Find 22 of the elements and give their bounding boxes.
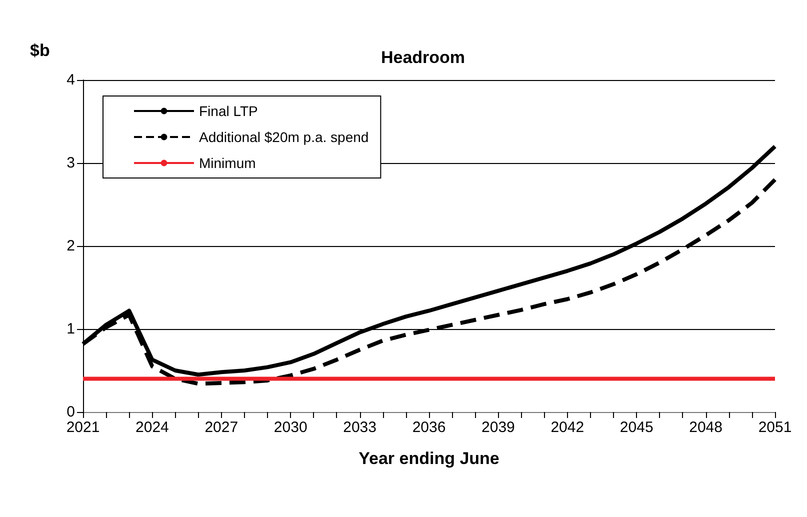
y-tick-label: 4: [66, 72, 75, 88]
y-tick-label: 2: [66, 238, 75, 254]
x-tick-label: 2039: [482, 419, 515, 436]
legend-label: Final LTP: [199, 103, 258, 119]
x-tick-label: 2030: [274, 419, 308, 436]
chart-title: Headroom: [380, 48, 466, 67]
x-tick-label: 2033: [343, 419, 376, 436]
y-tick-label: 1: [66, 320, 75, 338]
x-tick-label: 2048: [689, 419, 722, 436]
x-tick-label: 2027: [204, 419, 238, 436]
x-axis-title: Year ending June: [358, 449, 500, 468]
x-tick-label: 2036: [412, 419, 446, 436]
legend-label: Minimum: [199, 155, 256, 171]
x-tick-label: 2024: [136, 419, 169, 436]
y-tick-label: 3: [66, 154, 75, 172]
x-tick-label: 2021: [66, 419, 100, 436]
x-tick-label: 2045: [620, 419, 654, 436]
y-tick-label: 0: [66, 404, 75, 420]
y-axis-title: $b: [30, 41, 50, 60]
x-tick-label: 2051: [758, 419, 792, 436]
legend-label: Additional $20m p.a. spend: [199, 129, 369, 145]
x-tick-label: 2042: [550, 419, 584, 436]
